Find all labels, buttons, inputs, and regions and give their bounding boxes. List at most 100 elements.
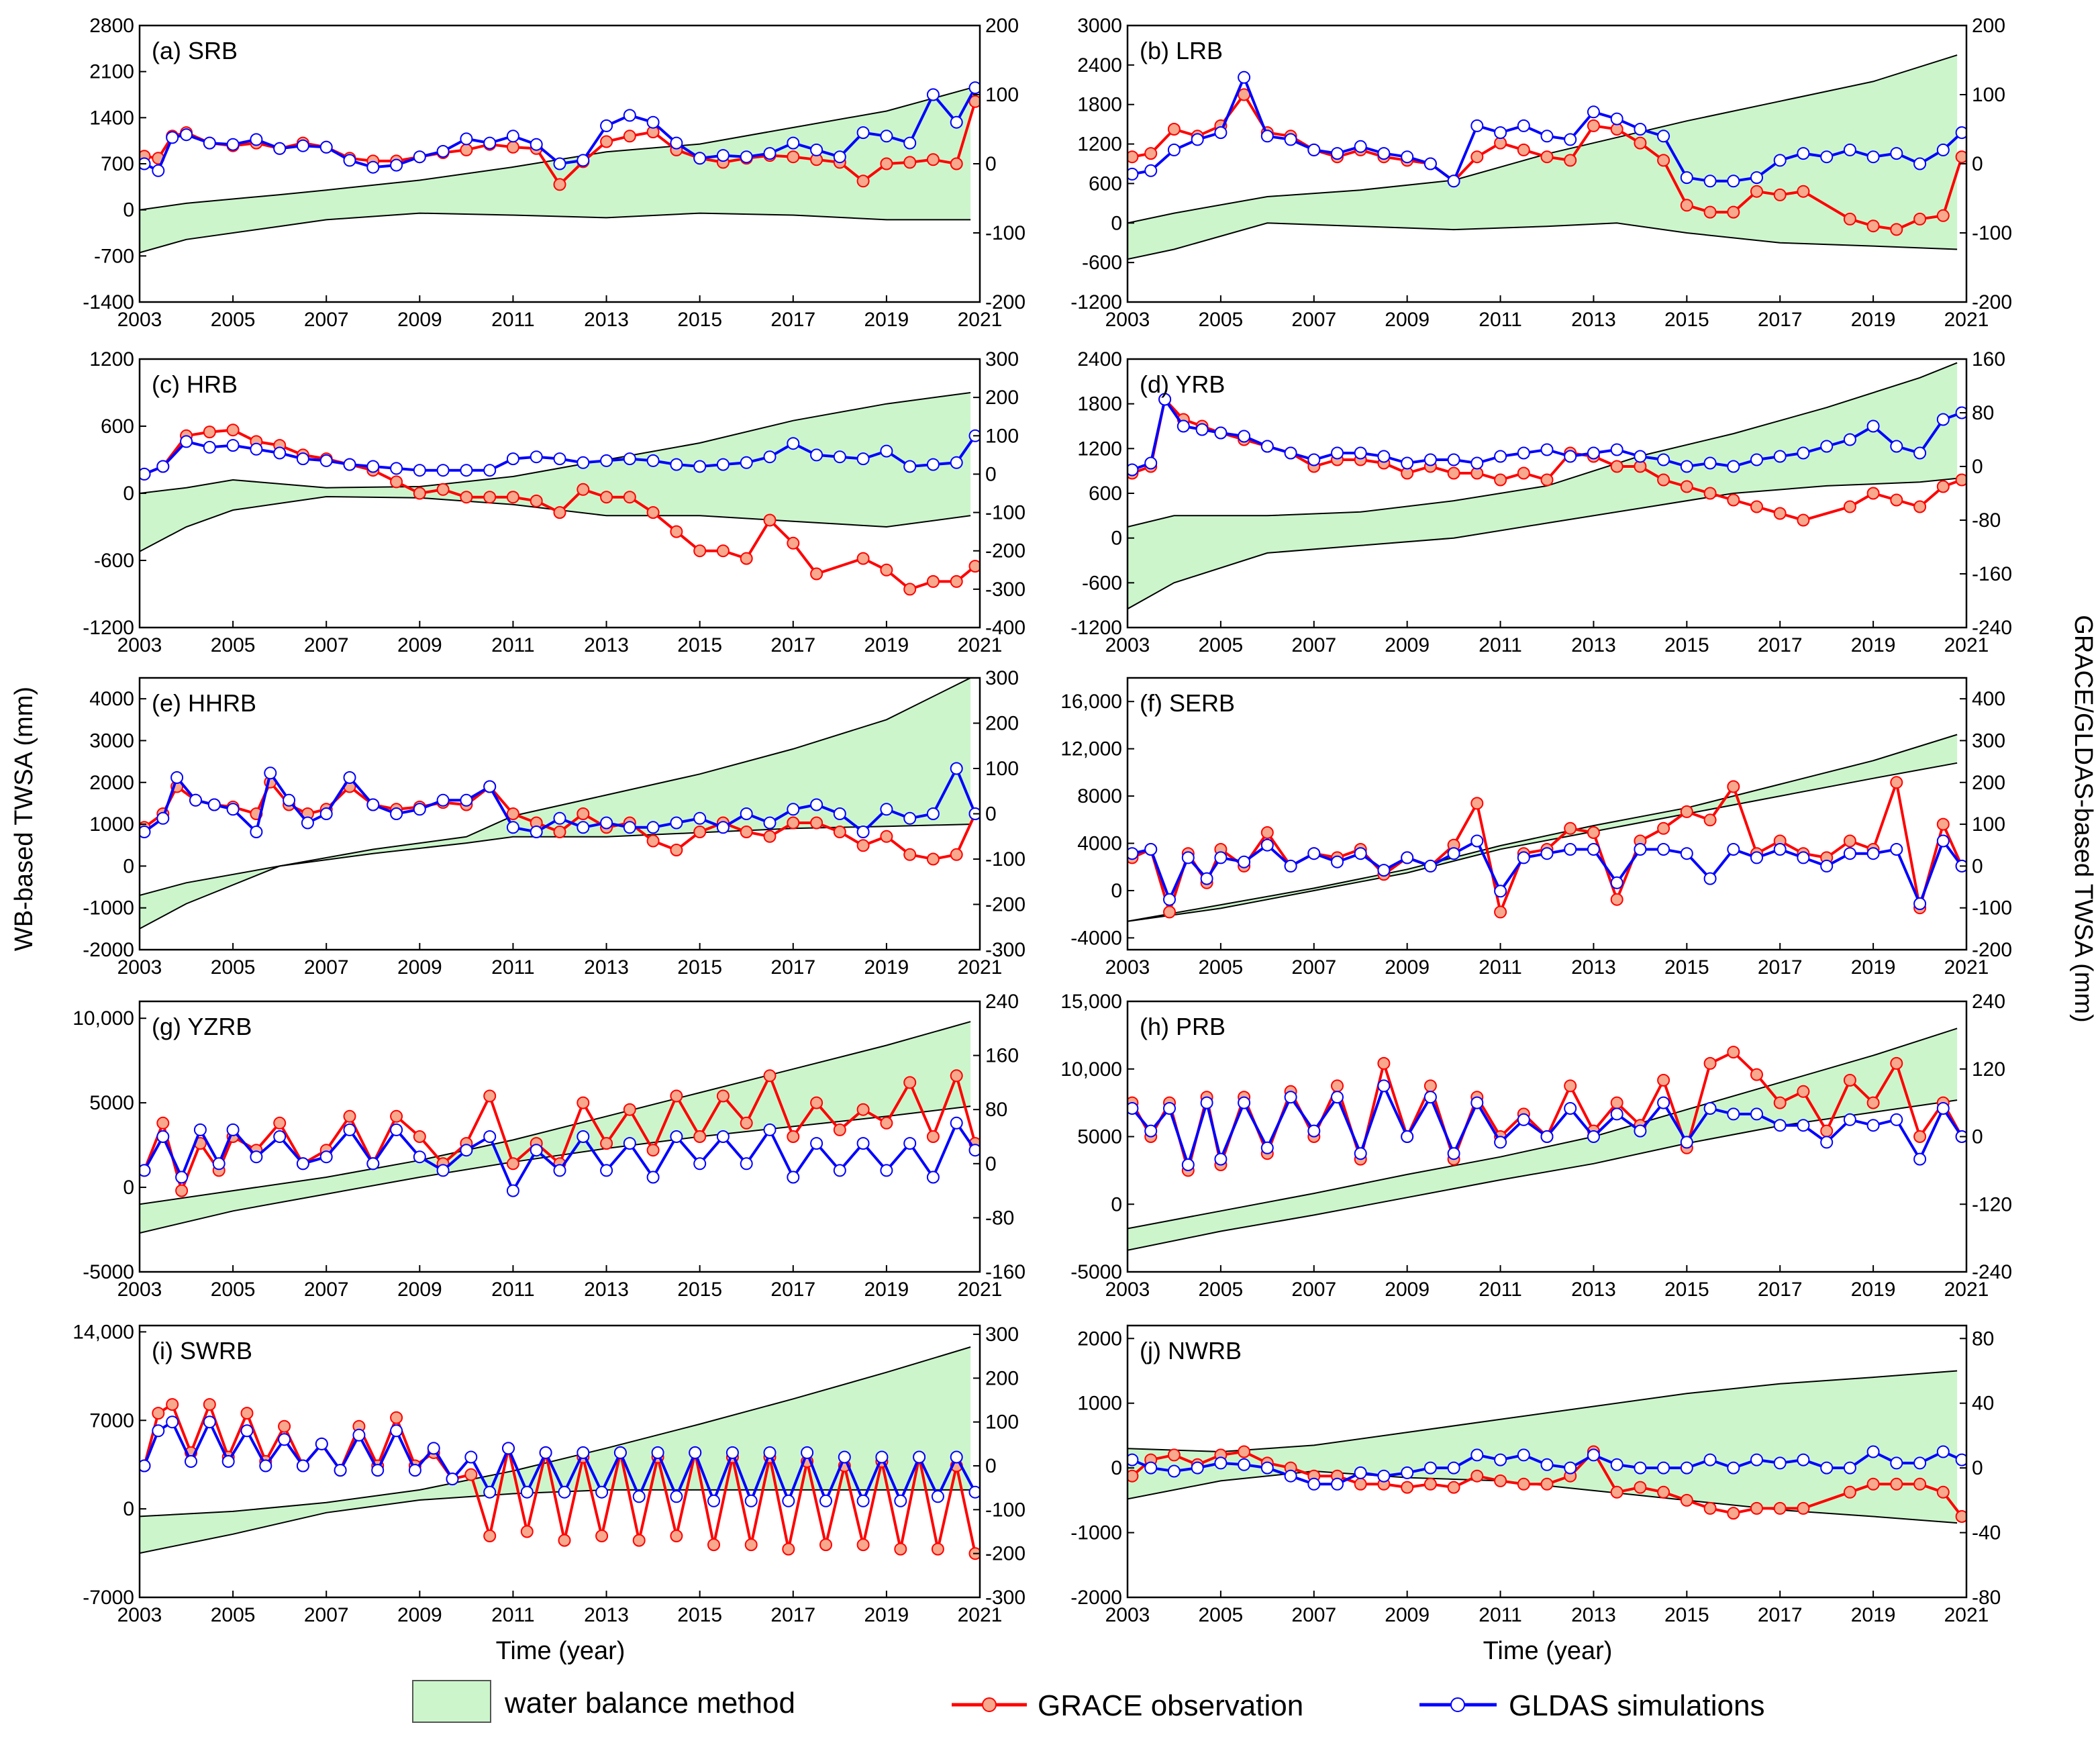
grace-point — [273, 1116, 287, 1130]
grace-point — [553, 826, 566, 838]
gldas-point — [1517, 446, 1530, 460]
grace-point — [1447, 466, 1460, 480]
grace-point — [1680, 805, 1693, 818]
gldas-point — [273, 446, 287, 460]
gldas-point — [189, 793, 202, 807]
grace-point — [1843, 1485, 1856, 1499]
gldas-point — [1284, 133, 1297, 146]
grace-point — [460, 143, 473, 156]
gldas-point — [1423, 859, 1437, 873]
gldas-point — [1797, 147, 1810, 160]
gldas-point — [1866, 1445, 1880, 1458]
gldas-point — [250, 826, 263, 838]
grace-point — [856, 175, 870, 188]
gldas-point — [1260, 440, 1274, 453]
x-tick-label: 2013 — [584, 309, 629, 331]
grace-point — [810, 816, 823, 830]
x-tick-label: 2013 — [1571, 1604, 1616, 1626]
gldas-point — [1181, 851, 1195, 864]
gldas-point — [1284, 1091, 1297, 1104]
gldas-point — [1750, 851, 1763, 864]
grace-point — [1773, 1501, 1787, 1515]
gldas-point — [296, 452, 309, 466]
grace-point — [1564, 821, 1577, 835]
right-tick-label: -100 — [1972, 222, 2012, 244]
grace-point — [833, 1123, 846, 1136]
left-tick-label: 15,000 — [1060, 991, 1122, 1013]
gldas-point — [1447, 1147, 1460, 1160]
x-tick-label: 2003 — [1105, 309, 1150, 331]
x-tick-label: 2009 — [397, 1604, 442, 1626]
gldas-point — [558, 1485, 571, 1499]
x-tick-label: 2021 — [1944, 634, 1989, 656]
wb-band-lower — [140, 1105, 971, 1234]
grace-point — [1260, 826, 1274, 839]
panel-title: (h) PRB — [1140, 1013, 1226, 1040]
gldas-point — [1517, 119, 1530, 132]
grace-point — [1936, 480, 1950, 493]
x-tick-label: 2019 — [1851, 956, 1896, 979]
gldas-point — [343, 1123, 356, 1136]
gldas-point — [264, 766, 277, 780]
grace-point — [623, 130, 636, 143]
gldas-point — [1890, 440, 1903, 453]
grace-point — [623, 491, 636, 504]
grace-point — [1680, 480, 1693, 493]
x-tick-label: 2003 — [117, 1279, 162, 1301]
grace-point — [1128, 1469, 1139, 1483]
x-tick-label: 2009 — [397, 956, 442, 979]
gldas-point — [1727, 460, 1740, 473]
x-tick-label: 2009 — [1385, 634, 1430, 656]
x-tick-label: 2013 — [1571, 634, 1616, 656]
left-tick-label: 3000 — [89, 730, 134, 752]
gldas-line — [143, 1419, 977, 1505]
gldas-point — [1913, 157, 1927, 170]
gldas-point — [390, 462, 403, 475]
x-tick-label: 2007 — [304, 1604, 349, 1626]
gldas-point — [744, 1494, 758, 1507]
left-tick-label: 2400 — [1077, 54, 1122, 77]
gldas-point — [1773, 450, 1787, 463]
x-tick-label: 2005 — [1199, 634, 1244, 656]
grace-point — [763, 513, 777, 527]
grace-point — [1167, 1448, 1181, 1462]
grace-point — [506, 807, 519, 820]
wb-band-lower — [1128, 222, 1958, 260]
right-tick-label: 160 — [1972, 348, 2005, 370]
plot-area — [140, 1021, 980, 1234]
gldas-point — [1610, 876, 1623, 889]
x-tick-label: 2007 — [1291, 309, 1336, 331]
grace-point — [600, 491, 613, 504]
grace-point — [1866, 1096, 1880, 1109]
x-tick-label: 2003 — [117, 634, 162, 656]
gldas-point — [670, 1490, 683, 1503]
grace-point — [1634, 1481, 1647, 1494]
grace-point — [1703, 205, 1717, 219]
gldas-point — [1260, 838, 1274, 852]
grace-point — [1354, 1477, 1367, 1491]
grace-point — [903, 156, 917, 169]
gldas-point — [1936, 1445, 1950, 1458]
grace-point — [787, 150, 800, 164]
gldas-point — [1890, 1113, 1903, 1126]
grace-point — [950, 157, 963, 170]
gldas-point — [1214, 1456, 1228, 1470]
wb-band-lower — [140, 824, 971, 930]
gldas-point — [1447, 453, 1460, 466]
grace-point — [819, 1538, 832, 1552]
grace-point — [623, 1103, 636, 1116]
gldas-point — [1377, 864, 1391, 877]
grace-point — [1423, 1477, 1437, 1491]
right-tick-label: 200 — [985, 1367, 1019, 1389]
gldas-point — [950, 456, 963, 469]
gldas-point — [1540, 130, 1554, 143]
x-tick-label: 2011 — [1479, 1279, 1522, 1301]
left-tick-label: 1800 — [1077, 393, 1122, 415]
left-tick-label: 0 — [123, 1498, 134, 1520]
gldas-point — [530, 450, 543, 464]
gldas-point — [763, 450, 777, 464]
gldas-point — [833, 150, 846, 164]
plot-area — [140, 81, 980, 254]
grace-point — [1540, 1477, 1554, 1491]
